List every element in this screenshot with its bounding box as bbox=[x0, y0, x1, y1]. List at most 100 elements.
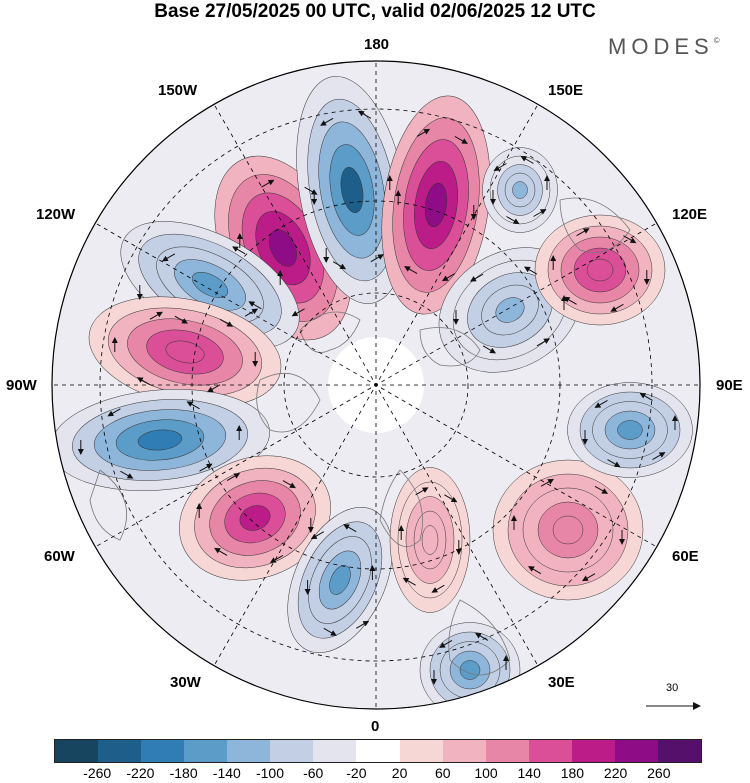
wind-arrow-icon bbox=[214, 547, 228, 556]
wind-arrow-icon bbox=[219, 318, 234, 327]
colorbar-tick-label: 180 bbox=[560, 765, 585, 781]
lon-label-60e: 60E bbox=[672, 548, 699, 565]
map-disc bbox=[52, 61, 700, 709]
anomaly-contour bbox=[512, 181, 528, 199]
colorbar-tick-label: 100 bbox=[474, 765, 498, 781]
wind-arrow-icon bbox=[161, 253, 176, 262]
wind-arrow-icon bbox=[536, 338, 550, 347]
wind-arrow-icon bbox=[652, 452, 666, 461]
wind-arrow-icon bbox=[291, 308, 305, 317]
reference-arrow-icon bbox=[646, 702, 701, 710]
wind-arrow-icon bbox=[402, 577, 416, 586]
negative-anomaly-cell bbox=[52, 389, 270, 491]
graticule bbox=[52, 61, 700, 709]
wind-arrow-icon bbox=[120, 470, 134, 479]
brand-logo: MODES© bbox=[608, 34, 720, 60]
colorbar-tick-label: -140 bbox=[212, 765, 241, 781]
reference-vector: 30 bbox=[644, 682, 704, 712]
negative-anomaly-cell bbox=[482, 147, 558, 233]
wind-arrow-icon bbox=[582, 573, 596, 582]
coastline-greenland bbox=[256, 372, 321, 433]
wind-arrow-icon bbox=[576, 228, 590, 237]
colorbar-segment-9 bbox=[442, 740, 486, 762]
anomaly-contour bbox=[329, 565, 351, 595]
wind-arrow-icon bbox=[107, 408, 121, 417]
wind-arrow-icon bbox=[226, 473, 241, 482]
wind-arrow-icon bbox=[607, 459, 621, 468]
wind-arrow-icon bbox=[431, 584, 445, 593]
latitude-circle-60 bbox=[99, 108, 653, 662]
wind-arrow-icon bbox=[323, 627, 337, 636]
colorbar-segment-14 bbox=[657, 740, 701, 762]
meridian-120e-60w bbox=[89, 219, 663, 551]
anomaly-contour bbox=[421, 525, 439, 555]
lon-label-30w: 30W bbox=[170, 674, 201, 691]
positive-anomaly-cell bbox=[381, 95, 491, 315]
wind-arrow-icon bbox=[528, 566, 542, 575]
wind-arrow-icon bbox=[441, 273, 456, 282]
lon-label-60w: 60W bbox=[44, 548, 75, 565]
colorbar-segment-13 bbox=[614, 740, 658, 762]
colorbar-tick-label: -260 bbox=[83, 765, 112, 781]
wind-arrow-icon bbox=[594, 399, 608, 408]
wind-arrow-icon bbox=[404, 266, 418, 275]
colorbar-segment-8 bbox=[399, 740, 443, 762]
coastline-europe bbox=[448, 599, 511, 676]
wind-arrow-icon bbox=[332, 261, 347, 270]
wind-arrow-icon bbox=[415, 487, 429, 496]
anomaly-contour bbox=[495, 297, 525, 323]
colorbar-segment-6 bbox=[313, 740, 357, 762]
wind-arrow-icon bbox=[482, 345, 496, 354]
colorbar-tick-label: 20 bbox=[391, 765, 408, 781]
anomaly-contour bbox=[165, 340, 205, 364]
positive-anomaly-cell bbox=[492, 459, 644, 601]
negative-anomaly-cell bbox=[287, 506, 393, 654]
wind-vectors bbox=[77, 110, 678, 708]
colorbar-tick-label: -60 bbox=[303, 765, 324, 781]
wind-arrow-icon bbox=[282, 480, 296, 489]
wind-arrow-icon bbox=[199, 463, 213, 472]
wind-arrow-icon bbox=[444, 494, 458, 503]
lon-label-120w: 120W bbox=[36, 206, 76, 223]
colorbar-segment-5 bbox=[270, 740, 314, 762]
colorbar-tick-label: 260 bbox=[647, 765, 671, 781]
reference-vector-value: 30 bbox=[666, 682, 679, 694]
lon-label-150w: 150W bbox=[158, 82, 198, 99]
anomaly-contour bbox=[239, 505, 271, 531]
brand-name: MODES bbox=[608, 34, 714, 59]
wind-arrow-icon bbox=[232, 246, 246, 255]
colorbar-tick-label: -180 bbox=[169, 765, 198, 781]
colorbar-segment-1 bbox=[98, 740, 142, 762]
lon-label-0: 0 bbox=[371, 718, 380, 735]
coastlines bbox=[89, 197, 631, 676]
wind-arrow-icon bbox=[470, 273, 484, 282]
colorbar-segment-2 bbox=[141, 740, 185, 762]
coastline-siberia bbox=[419, 327, 481, 367]
colorbar bbox=[54, 739, 702, 763]
wind-arrow-icon bbox=[310, 531, 325, 540]
coastline-canadian-arctic bbox=[299, 311, 361, 353]
wind-arrow-icon bbox=[475, 632, 489, 641]
wind-arrow-icon bbox=[451, 699, 465, 708]
wind-arrow-icon bbox=[623, 235, 637, 244]
anomaly-contour bbox=[269, 229, 297, 267]
wind-arrow-icon bbox=[357, 110, 372, 119]
lon-label-90w: 90W bbox=[6, 377, 37, 394]
wind-arrow-icon bbox=[304, 186, 318, 195]
colorbar-segment-7 bbox=[356, 740, 400, 762]
latitude-circle-80 bbox=[283, 292, 469, 478]
colorbar-tick-label: -220 bbox=[126, 765, 155, 781]
colorbar-tick-label: 220 bbox=[603, 765, 628, 781]
wind-arrow-icon bbox=[610, 303, 624, 312]
colorbar-segment-10 bbox=[485, 740, 529, 762]
wind-arrow-icon bbox=[639, 392, 653, 401]
wind-arrow-icon bbox=[320, 117, 334, 126]
wind-arrow-icon bbox=[506, 216, 520, 225]
lon-label-180: 180 bbox=[364, 36, 390, 53]
anomaly-contour bbox=[191, 272, 229, 298]
colorbar-segment-12 bbox=[571, 740, 615, 762]
colorbar-segment-3 bbox=[184, 740, 228, 762]
wind-arrow-icon bbox=[524, 266, 538, 275]
anomaly-contour bbox=[586, 258, 614, 282]
